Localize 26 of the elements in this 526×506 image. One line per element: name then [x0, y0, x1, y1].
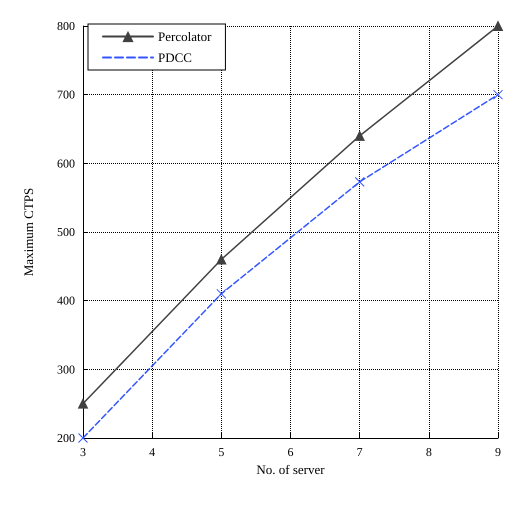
point: [354, 176, 365, 187]
x-tick-label: 3: [80, 445, 86, 459]
x-tick-label: 6: [288, 445, 294, 459]
point: [78, 433, 88, 443]
x-tick-label: 7: [356, 445, 363, 459]
point: [493, 90, 503, 100]
x-axis-title: No. of server: [256, 462, 326, 477]
legend-label: PDCC: [158, 50, 192, 65]
x-tick-label: 8: [426, 445, 432, 459]
y-tick-label: 700: [57, 88, 75, 102]
y-tick-label: 500: [57, 225, 75, 239]
legend-label: Percolator: [158, 29, 212, 44]
y-tick-label: 200: [57, 431, 75, 445]
point: [354, 130, 365, 141]
x-tick-label: 4: [149, 445, 156, 459]
x-tick-label: 9: [495, 445, 501, 459]
point: [493, 21, 503, 31]
x-tick-label: 5: [218, 445, 224, 459]
y-tick-label: 600: [57, 156, 75, 170]
y-axis-title: Maximum CTPS: [21, 188, 36, 276]
point: [216, 254, 226, 264]
y-tick-label: 800: [57, 19, 75, 33]
point: [216, 288, 226, 299]
y-tick-label: 300: [57, 362, 75, 376]
point: [78, 398, 88, 409]
y-tick-label: 400: [57, 294, 75, 308]
